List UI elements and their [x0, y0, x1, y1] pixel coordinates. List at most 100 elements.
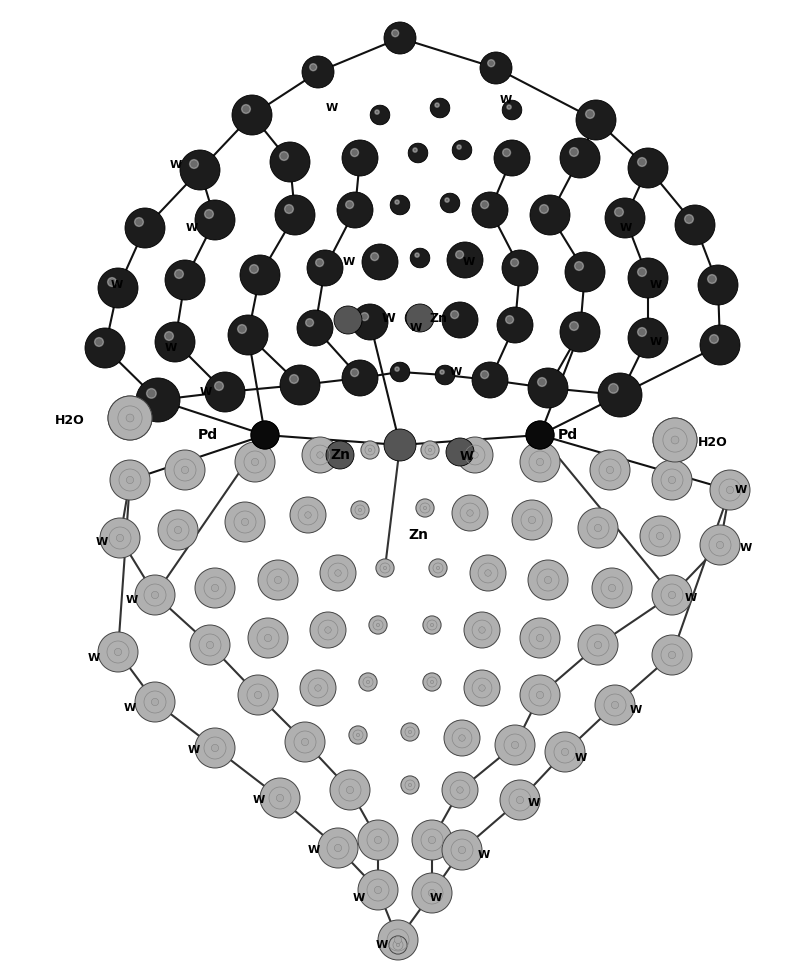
Circle shape [669, 477, 675, 483]
Circle shape [238, 325, 246, 333]
Circle shape [586, 110, 594, 118]
Circle shape [413, 148, 418, 152]
Circle shape [251, 421, 279, 449]
Circle shape [277, 794, 284, 801]
Circle shape [598, 373, 642, 417]
Circle shape [114, 648, 122, 656]
Text: W: W [110, 280, 123, 290]
Circle shape [578, 625, 618, 665]
Circle shape [238, 675, 278, 715]
Circle shape [442, 830, 482, 870]
Circle shape [211, 585, 218, 591]
Text: W: W [96, 537, 108, 547]
Circle shape [250, 265, 258, 273]
Circle shape [117, 534, 124, 541]
Circle shape [497, 307, 533, 343]
Circle shape [135, 575, 175, 615]
Circle shape [214, 381, 223, 390]
Circle shape [671, 436, 679, 444]
Circle shape [652, 635, 692, 675]
Circle shape [502, 100, 522, 119]
Circle shape [205, 372, 245, 412]
Circle shape [274, 577, 282, 584]
Circle shape [285, 722, 325, 762]
Circle shape [638, 327, 646, 336]
Circle shape [669, 591, 675, 599]
Circle shape [350, 369, 358, 377]
Circle shape [376, 623, 380, 627]
Circle shape [390, 195, 410, 215]
Circle shape [370, 105, 390, 125]
Circle shape [275, 195, 315, 235]
Circle shape [361, 313, 369, 321]
Circle shape [423, 507, 426, 509]
Text: W: W [253, 795, 265, 805]
Circle shape [416, 499, 434, 517]
Circle shape [452, 141, 472, 160]
Circle shape [507, 105, 511, 109]
Circle shape [378, 920, 418, 960]
Circle shape [158, 510, 198, 550]
Circle shape [258, 560, 298, 600]
Circle shape [457, 437, 493, 473]
Circle shape [326, 441, 354, 469]
Circle shape [429, 890, 436, 897]
Circle shape [412, 873, 452, 913]
Text: W: W [308, 845, 320, 855]
Circle shape [195, 728, 235, 768]
Circle shape [342, 360, 378, 396]
Circle shape [384, 429, 416, 461]
Circle shape [125, 208, 165, 248]
Circle shape [182, 466, 189, 474]
Circle shape [405, 308, 425, 327]
Circle shape [440, 370, 444, 375]
Text: W: W [463, 257, 475, 267]
Circle shape [423, 616, 441, 634]
Circle shape [151, 698, 158, 706]
Circle shape [520, 618, 560, 658]
Circle shape [337, 192, 373, 228]
Circle shape [107, 277, 117, 286]
Circle shape [195, 568, 235, 608]
Circle shape [502, 250, 538, 286]
Circle shape [442, 302, 478, 338]
Circle shape [447, 242, 483, 278]
Circle shape [528, 368, 568, 408]
Circle shape [640, 516, 680, 556]
Circle shape [594, 641, 602, 649]
Circle shape [318, 828, 358, 868]
Circle shape [325, 627, 331, 634]
Circle shape [350, 148, 358, 157]
Circle shape [726, 486, 734, 494]
Circle shape [297, 310, 333, 346]
Circle shape [560, 312, 600, 352]
Circle shape [700, 325, 740, 365]
Text: Zn: Zn [330, 448, 350, 462]
Circle shape [342, 140, 378, 176]
Circle shape [358, 870, 398, 910]
Circle shape [428, 449, 432, 452]
Circle shape [334, 570, 342, 576]
Circle shape [251, 421, 279, 449]
Circle shape [242, 518, 249, 526]
Circle shape [205, 210, 214, 219]
Circle shape [435, 365, 454, 385]
Circle shape [98, 632, 138, 672]
Circle shape [457, 144, 462, 149]
Circle shape [401, 776, 419, 794]
Circle shape [206, 641, 214, 649]
Circle shape [384, 22, 416, 54]
Circle shape [494, 140, 530, 176]
Circle shape [330, 770, 370, 810]
Text: W: W [500, 95, 512, 105]
Circle shape [389, 936, 407, 954]
Circle shape [401, 723, 419, 742]
Text: W: W [735, 485, 747, 495]
Circle shape [457, 787, 463, 794]
Circle shape [270, 142, 310, 182]
Text: W: W [342, 257, 355, 267]
Circle shape [290, 497, 326, 533]
Circle shape [429, 559, 447, 577]
Circle shape [652, 575, 692, 615]
Circle shape [574, 262, 583, 271]
